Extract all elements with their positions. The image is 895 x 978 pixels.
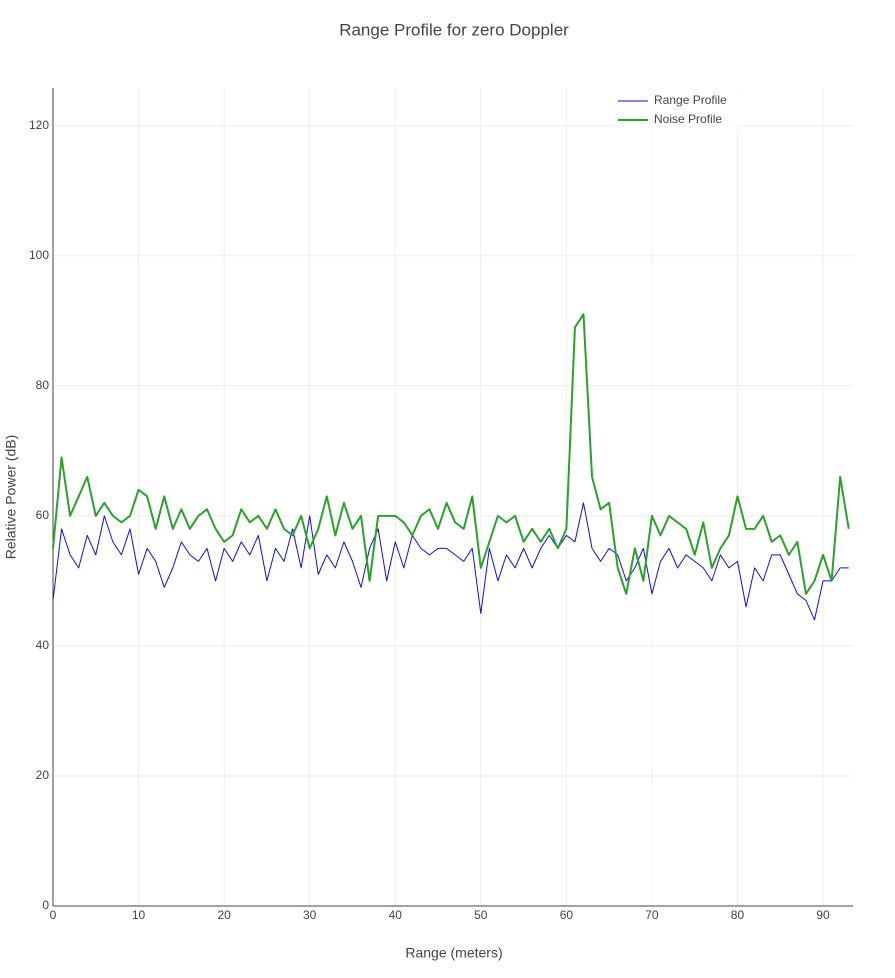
x-tick-label: 60	[560, 908, 574, 922]
legend-label: Range Profile	[654, 93, 727, 107]
y-tick-label: 80	[36, 378, 50, 392]
x-axis-label: Range (meters)	[405, 945, 502, 961]
x-tick-label: 70	[645, 908, 659, 922]
x-tick-label: 50	[474, 908, 488, 922]
y-tick-label: 20	[36, 768, 50, 782]
y-tick-label: 100	[29, 248, 49, 262]
y-tick-label: 120	[29, 118, 49, 132]
legend-label: Noise Profile	[654, 112, 722, 126]
x-tick-label: 10	[132, 908, 146, 922]
y-tick-label: 0	[42, 898, 49, 912]
y-tick-label: 40	[36, 638, 50, 652]
data-line	[52, 502, 849, 621]
chart-title: Range Profile for zero Doppler	[339, 20, 569, 39]
y-axis-label: Relative Power (dB)	[3, 435, 19, 560]
x-tick-label: 30	[303, 908, 317, 922]
x-tick-label: 0	[50, 908, 57, 922]
x-tick-label: 20	[217, 908, 231, 922]
data-line	[52, 313, 850, 595]
x-tick-label: 40	[389, 908, 403, 922]
legend-box	[614, 90, 738, 132]
y-tick-label: 60	[36, 508, 50, 522]
x-tick-label: 90	[816, 908, 830, 922]
x-tick-label: 80	[731, 908, 745, 922]
